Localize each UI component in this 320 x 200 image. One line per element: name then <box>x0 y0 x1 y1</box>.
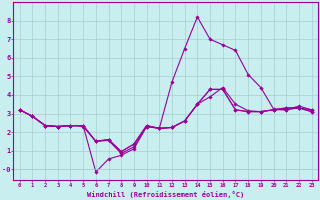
X-axis label: Windchill (Refroidissement éolien,°C): Windchill (Refroidissement éolien,°C) <box>87 191 244 198</box>
